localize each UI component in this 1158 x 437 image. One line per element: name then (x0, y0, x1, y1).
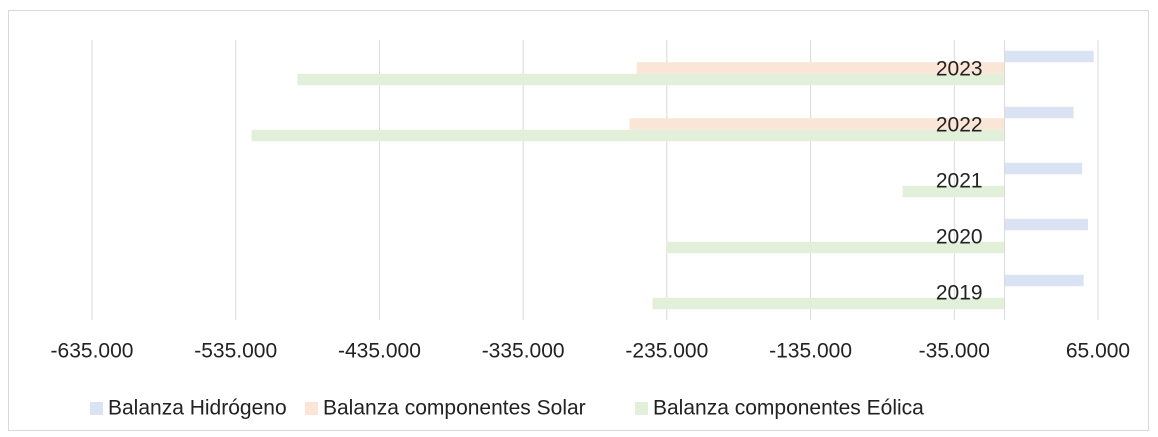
bar (1004, 50, 1094, 63)
legend-swatch (90, 402, 103, 415)
x-tick-label: -35.000 (919, 340, 990, 363)
bar (666, 241, 1005, 254)
bar (652, 297, 1005, 310)
bar (902, 185, 1005, 198)
legend-label: Balanza Hidrógeno (108, 397, 287, 420)
x-tick-label: -235.000 (625, 340, 708, 363)
bar (629, 118, 1005, 130)
y-tick-label: 2023 (936, 58, 983, 81)
legend-label: Balanza componentes Solar (323, 397, 586, 420)
x-tick-label: -535.000 (194, 340, 277, 363)
bar (1004, 106, 1074, 119)
bar (1004, 218, 1088, 231)
legend-swatch (305, 402, 318, 415)
x-tick-label: 65.000 (1066, 340, 1130, 363)
y-tick-label: 2020 (936, 226, 983, 249)
x-tick-label: -135.000 (769, 340, 852, 363)
x-tick-label: -435.000 (338, 340, 421, 363)
bar (1004, 162, 1083, 175)
bar (636, 62, 1005, 74)
legend-swatch (635, 402, 648, 415)
bar (297, 73, 1005, 86)
y-tick-label: 2019 (936, 282, 983, 305)
y-tick-label: 2022 (936, 114, 983, 137)
bar (251, 129, 1005, 142)
bar (1004, 274, 1084, 287)
y-tick-label: 2021 (936, 170, 983, 193)
x-tick-label: -635.000 (51, 340, 134, 363)
legend-label: Balanza componentes Eólica (653, 397, 924, 420)
x-tick-label: -335.000 (482, 340, 565, 363)
